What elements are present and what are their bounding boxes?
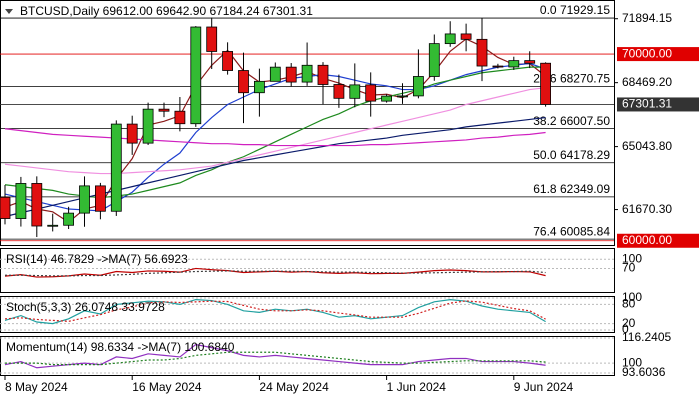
price-level-label: 67301.31 <box>622 97 672 111</box>
x-tick-label: 16 May 2024 <box>132 380 202 394</box>
candle-body <box>444 33 456 45</box>
y-tick-label: 100 <box>622 251 642 265</box>
candle-body <box>524 60 536 64</box>
candle-body <box>365 84 377 102</box>
price-level-box <box>617 47 699 62</box>
candle-body <box>15 183 27 219</box>
price-level-box <box>617 97 699 112</box>
symbol-icon <box>5 9 13 14</box>
y-tick-label: 100 <box>622 355 642 369</box>
fib-label: 23.6 68270.75 <box>533 72 610 86</box>
x-tick-label: 9 Jun 2024 <box>514 380 574 394</box>
moving-average <box>4 87 546 175</box>
candle-body <box>206 26 218 52</box>
y-tick-label: 61670.30 <box>622 202 672 216</box>
candle-body <box>222 51 234 71</box>
indicator-line <box>4 300 546 322</box>
stoch-panel-frame <box>0 296 615 333</box>
x-tick-label: 24 May 2024 <box>259 380 329 394</box>
y-tick-label: 71894.15 <box>622 11 672 25</box>
candle-body <box>285 66 297 83</box>
candle-body <box>412 76 424 97</box>
indicator-line <box>4 267 546 278</box>
y-tick-label: 20 <box>622 316 636 330</box>
candle-body <box>301 64 313 83</box>
candle-body <box>317 64 329 85</box>
y-tick-label: 0 <box>622 322 629 336</box>
y-tick-label: 116.2405 <box>622 330 671 344</box>
indicator-line <box>4 298 546 325</box>
candle-body <box>253 80 265 94</box>
rsi-panel-frame <box>0 248 615 293</box>
candle-body <box>428 43 440 77</box>
candle-body <box>190 26 202 125</box>
price-level-label: 60000.00 <box>622 233 672 247</box>
candle-body <box>397 95 408 98</box>
fib-label: 38.2 66007.50 <box>533 114 610 128</box>
y-tick-label: 93.6036 <box>622 365 666 379</box>
x-tick-label: 8 May 2024 <box>5 380 68 394</box>
y-tick-label: 80 <box>622 297 636 311</box>
candle-body <box>540 62 551 105</box>
candle-body <box>79 185 90 214</box>
price-level-box <box>617 233 699 248</box>
candle-body <box>174 110 186 125</box>
candle-body <box>31 183 43 227</box>
candle-body <box>333 84 345 99</box>
candle-body <box>508 60 520 68</box>
candle-body <box>460 33 472 40</box>
y-tick-label: 100 <box>622 290 642 304</box>
x-tick-label: 1 Jun 2024 <box>387 380 447 394</box>
panel-title: Stoch(5,3,3) 26.0748 33.9728 <box>6 300 165 314</box>
indicator-line <box>4 343 546 369</box>
candle-body <box>126 123 138 144</box>
candle-body <box>158 108 170 112</box>
candle-body <box>47 224 59 227</box>
moving-average <box>4 128 546 147</box>
panel-title: Momentum(14) 98.6334 ->MA(7) 100.6840 <box>6 340 235 354</box>
candle-body <box>492 65 504 68</box>
fib-label: 0.0 71929.15 <box>540 3 610 17</box>
y-tick-label: 70 <box>622 261 636 275</box>
y-tick-label: 65043.80 <box>622 139 672 153</box>
main-panel-frame <box>0 0 615 246</box>
candle-body <box>476 38 488 67</box>
y-tick-label: 68469.20 <box>622 75 672 89</box>
fib-label: 76.4 60085.84 <box>533 224 610 238</box>
candle-body <box>349 84 361 99</box>
candle-body <box>110 123 122 212</box>
candle-body <box>95 185 106 212</box>
fib-label: 61.8 62349.09 <box>533 182 610 196</box>
panel-title: RSI(14) 46.7829 ->MA(7) 56.6923 <box>6 252 188 266</box>
candle-body <box>269 66 281 82</box>
chart-title: BTCUSD,Daily 69612.00 69642.90 67184.24 … <box>20 4 313 18</box>
fib-label: 50.0 64178.29 <box>533 148 610 162</box>
price-level-label: 70000.00 <box>622 46 672 60</box>
candle-body <box>63 212 74 226</box>
candle-body <box>0 196 11 219</box>
candle-body <box>238 70 249 94</box>
candle-body <box>142 108 154 144</box>
candle-body <box>381 95 393 102</box>
